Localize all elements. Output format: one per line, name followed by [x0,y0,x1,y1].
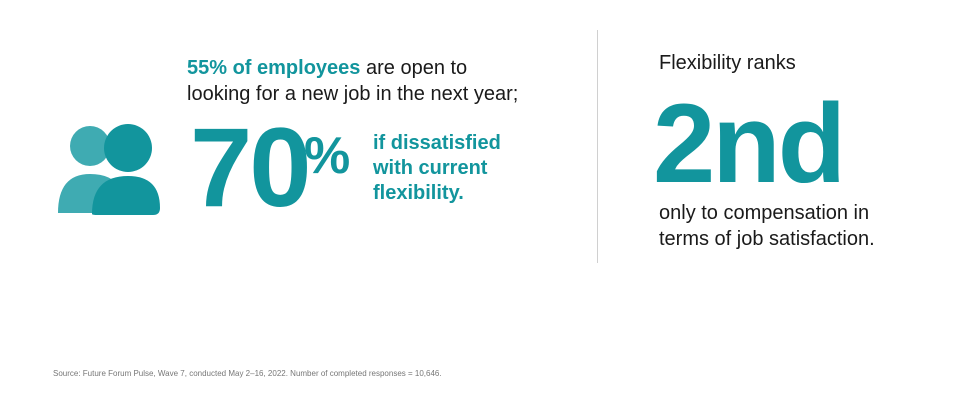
side-text: if dissatisfied with current flexibility… [373,131,501,206]
side-line: with current [373,157,488,179]
divider [597,30,598,263]
headline-highlight: 55% of employees [187,57,361,79]
big-unit: % [304,127,351,185]
rank-line: terms of job satisfaction. [659,228,875,250]
side-line: if dissatisfied [373,132,501,154]
rank-lines: only to compensation in terms of job sat… [659,200,875,252]
rank: 2nd [653,81,846,206]
source-note: Source: Future Forum Pulse, Wave 7, cond… [53,369,442,378]
side-line: flexibility. [373,182,464,204]
headline-line: looking for a new job in the next year; [187,83,519,105]
headline: 55% of employees are open to [187,55,467,81]
headline-rest: are open to [365,57,468,79]
people-icon [58,124,160,215]
rank-line: only to compensation in [659,202,870,224]
rank-intro: Flexibility ranks [659,52,796,74]
big-number: 70 [190,105,312,230]
